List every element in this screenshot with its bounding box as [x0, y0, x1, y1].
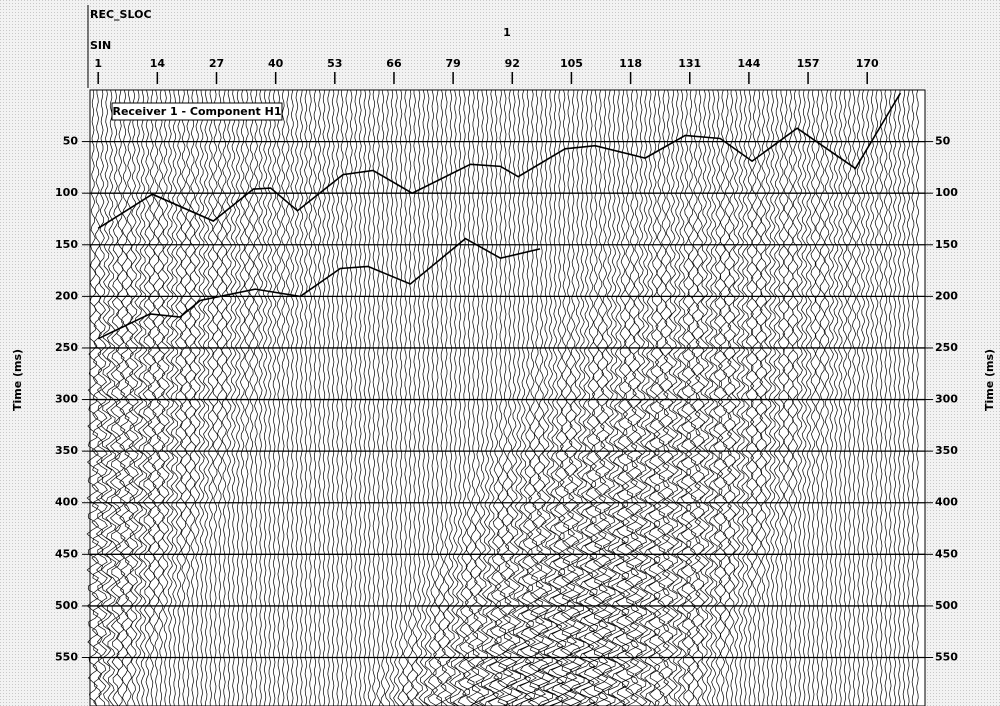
- y-tick-label: 50: [63, 135, 79, 148]
- x-tick-label: 14: [150, 57, 166, 70]
- annotation: Receiver 1 - Component H1: [112, 105, 281, 118]
- x-tick-label: 170: [856, 57, 879, 70]
- x-tick-label: 1: [94, 57, 102, 70]
- y-tick-label: 200: [55, 289, 78, 302]
- x-axis-label: SIN: [90, 39, 111, 52]
- y-tick-label: 450: [55, 547, 78, 560]
- y-tick-label: 100: [55, 186, 78, 199]
- y2-tick-label: 100: [935, 186, 958, 199]
- y2-tick-label: 350: [935, 444, 958, 457]
- x-tick-label: 66: [386, 57, 402, 70]
- y-tick-label: 500: [55, 599, 78, 612]
- chart: REC_SLOC 1 SIN Receiver 1 - Component H1…: [0, 0, 1000, 706]
- x-tick-label: 144: [737, 57, 760, 70]
- plot-area: [90, 90, 925, 706]
- y-tick-label: 350: [55, 444, 78, 457]
- y-tick-label: 400: [55, 496, 78, 509]
- x-tick-label: 53: [327, 57, 342, 70]
- y2-tick-label: 450: [935, 547, 958, 560]
- x-tick-label: 131: [678, 57, 701, 70]
- y2-tick-label: 150: [935, 238, 958, 251]
- y2-tick-label: 300: [935, 393, 958, 406]
- y2-tick-label: 200: [935, 289, 958, 302]
- x-tick-label: 79: [445, 57, 460, 70]
- header-label: REC_SLOC: [90, 8, 152, 21]
- x-tick-label: 40: [268, 57, 284, 70]
- y2-axis-label: Time (ms): [983, 349, 996, 411]
- x-tick-label: 157: [797, 57, 820, 70]
- y-tick-label: 300: [55, 393, 78, 406]
- y2-tick-label: 400: [935, 496, 958, 509]
- x-tick-label: 27: [209, 57, 224, 70]
- y-tick-label: 150: [55, 238, 78, 251]
- x-tick-label: 118: [619, 57, 642, 70]
- y2-tick-label: 50: [935, 135, 951, 148]
- y-axis-label: Time (ms): [11, 349, 24, 411]
- y2-tick-label: 500: [935, 599, 958, 612]
- y2-tick-label: 250: [935, 341, 958, 354]
- header-value: 1: [503, 26, 511, 39]
- y-tick-label: 550: [55, 651, 78, 664]
- y-tick-label: 250: [55, 341, 78, 354]
- y2-tick-label: 550: [935, 651, 958, 664]
- x-tick-label: 105: [560, 57, 583, 70]
- x-tick-label: 92: [505, 57, 520, 70]
